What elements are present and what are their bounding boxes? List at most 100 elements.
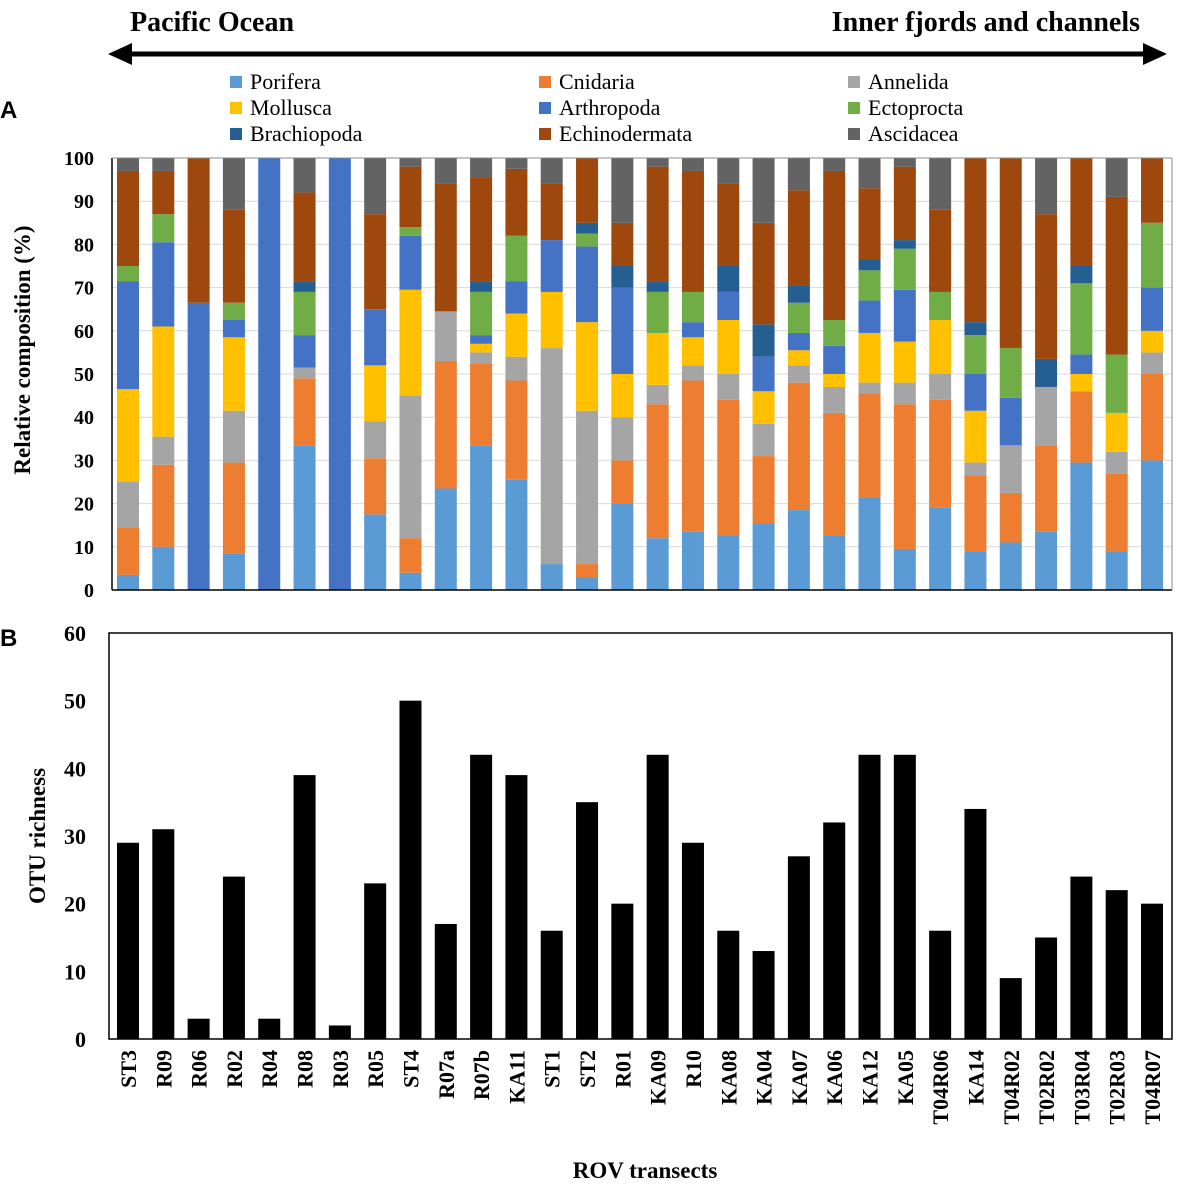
- bar-segment-annelida-KA04: [752, 423, 775, 457]
- x-tick-label-R05: R05: [363, 1050, 388, 1088]
- bar-segment-ectoprocta-KA07: [787, 302, 810, 333]
- y-tick-label-a: 20: [74, 494, 94, 516]
- bar-segment-annelida-R07a: [434, 311, 457, 362]
- bar-segment-annelida-T04R06: [929, 374, 952, 400]
- bar-segment-echinodermata-T04R06: [929, 209, 952, 292]
- bar-T02R03: [1105, 890, 1128, 1039]
- bar-segment-annelida-ST3: [117, 482, 139, 528]
- bar-segment-porifera-KA07: [787, 510, 810, 590]
- bar-segment-echinodermata-R10: [681, 170, 704, 292]
- bar-segment-mollusca-ST1: [540, 291, 563, 349]
- bar-segment-ectoprocta-KA11: [505, 235, 528, 282]
- x-tick-label-T03R04: T03R04: [1069, 1050, 1094, 1125]
- bar-segment-porifera-R05: [364, 514, 387, 590]
- bar-segment-porifera-ST1: [540, 564, 563, 590]
- bar-segment-cnidaria-KA12: [858, 393, 881, 498]
- bar-segment-echinodermata-T03R04: [1070, 158, 1093, 266]
- bar-segment-porifera-T04R02: [999, 542, 1022, 590]
- bar-segment-brachiopoda-T02R02: [1035, 358, 1058, 387]
- bar-segment-arthropoda-R04: [258, 158, 281, 590]
- bar-segment-ectoprocta-ST3: [117, 266, 139, 282]
- bar-segment-ascidacea-KA07: [787, 158, 810, 191]
- x-tick-label-R08: R08: [293, 1050, 318, 1088]
- chart-b-otu-richness: 0 10 20 30 40 50 60 ST3 R09 R06 R02 R04 R08 R03 R05 ST4…: [64, 621, 1173, 1125]
- bar-segment-brachiopoda-R01: [611, 266, 634, 288]
- bar-R08: [293, 775, 316, 1039]
- bar-segment-cnidaria-T02R02: [1035, 445, 1058, 532]
- legend-swatch-annelida: [848, 76, 860, 88]
- bar-segment-arthropoda-KA12: [858, 300, 881, 333]
- y-tick-label-a: 30: [74, 450, 94, 472]
- bar-segment-cnidaria-KA06: [823, 412, 846, 536]
- bar-KA07: [787, 856, 810, 1039]
- bar-segment-mollusca-R10: [681, 337, 704, 366]
- x-tick-label-R06: R06: [187, 1050, 212, 1088]
- bar-segment-mollusca-KA08: [717, 320, 740, 374]
- bar-segment-ascidacea-KA06: [823, 158, 846, 171]
- bar-segment-cnidaria-KA08: [717, 399, 740, 536]
- bar-segment-echinodermata-KA11: [505, 168, 528, 236]
- x-tick-label-R09: R09: [151, 1050, 176, 1088]
- legend-label-echinodermata: Echinodermata: [559, 121, 692, 146]
- bar-segment-arthropoda-ST3: [117, 281, 139, 390]
- bar-segment-cnidaria-KA14: [964, 475, 987, 552]
- bar-segment-cnidaria-KA04: [752, 456, 775, 524]
- bar-segment-cnidaria-T03R04: [1070, 391, 1093, 463]
- bar-segment-ectoprocta-KA06: [823, 320, 846, 346]
- legend-label-annelida: Annelida: [868, 69, 949, 94]
- y-axis-label-a: Relative composition (%): [10, 225, 35, 474]
- bar-T03R04: [1070, 876, 1093, 1039]
- x-tick-label-R07b: R07b: [469, 1050, 494, 1100]
- bar-segment-echinodermata-T04R07: [1141, 158, 1163, 223]
- bar-segment-porifera-T03R04: [1070, 462, 1093, 590]
- bar-segment-cnidaria-R07a: [434, 361, 457, 489]
- bar-segment-ectoprocta-T03R04: [1070, 283, 1093, 355]
- bar-segment-brachiopoda-KA12: [858, 259, 881, 271]
- bar-segment-porifera-ST4: [399, 572, 422, 590]
- bar-segment-mollusca-KA04: [752, 391, 775, 424]
- bar-segment-ectoprocta-ST4: [399, 227, 422, 236]
- bar-segment-echinodermata-R01: [611, 222, 634, 266]
- bar-segment-annelida-KA14: [964, 462, 987, 476]
- bar-segment-annelida-KA11: [505, 356, 528, 381]
- bar-segment-mollusca-T03R04: [1070, 374, 1093, 392]
- bar-segment-ascidacea-KA04: [752, 158, 775, 223]
- bar-segment-annelida-KA05: [893, 382, 916, 405]
- y-tick-label-b: 40: [64, 756, 86, 781]
- legend: Porifera Cnidaria Annelida Mollusca Arthropo…: [230, 69, 964, 146]
- bar-segment-echinodermata-KA09: [646, 166, 669, 282]
- y-tick-label-a: 80: [74, 234, 94, 256]
- x-tick-label-T04R07: T04R07: [1140, 1050, 1165, 1125]
- bar-KA04: [752, 951, 775, 1039]
- bar-segment-echinodermata-ST4: [399, 166, 422, 228]
- bar-ST1: [540, 930, 563, 1039]
- bar-segment-ascidacea-KA11: [505, 158, 528, 169]
- bar-segment-echinodermata-R07a: [434, 183, 457, 312]
- bar-segment-brachiopoda-KA07: [787, 285, 810, 303]
- bar-R04: [258, 1018, 281, 1039]
- legend-swatch-ectoprocta: [848, 102, 860, 114]
- bar-segment-echinodermata-KA05: [893, 166, 916, 241]
- bar-T04R07: [1141, 903, 1163, 1039]
- x-tick-label-KA09: KA09: [646, 1050, 671, 1105]
- bar-segment-echinodermata-T04R02: [999, 158, 1022, 349]
- bar-segment-mollusca-R02: [222, 337, 245, 411]
- bar-segment-ectoprocta-T04R06: [929, 291, 952, 320]
- bar-segment-cnidaria-T04R02: [999, 492, 1022, 543]
- legend-swatch-brachiopoda: [230, 128, 242, 140]
- bar-segment-mollusca-ST3: [117, 389, 139, 482]
- bar-segment-cnidaria-KA11: [505, 380, 528, 480]
- bar-segment-brachiopoda-ST2: [576, 222, 599, 234]
- x-tick-label-KA14: KA14: [963, 1050, 988, 1105]
- x-tick-label-ST2: ST2: [575, 1050, 600, 1088]
- bar-segment-brachiopoda-KA04: [752, 324, 775, 357]
- legend-label-ascidacea: Ascidacea: [868, 121, 959, 146]
- x-tick-label-R07a: R07a: [434, 1050, 459, 1099]
- x-tick-label-KA04: KA04: [752, 1050, 777, 1105]
- bar-segment-annelida-T02R02: [1035, 386, 1058, 446]
- bar-segment-ascidacea-T02R02: [1035, 158, 1058, 215]
- bar-segment-arthropoda-T03R04: [1070, 354, 1093, 374]
- bar-ST2: [576, 802, 599, 1039]
- y-tick-label-a: 40: [74, 407, 94, 429]
- bar-KA05: [893, 754, 916, 1039]
